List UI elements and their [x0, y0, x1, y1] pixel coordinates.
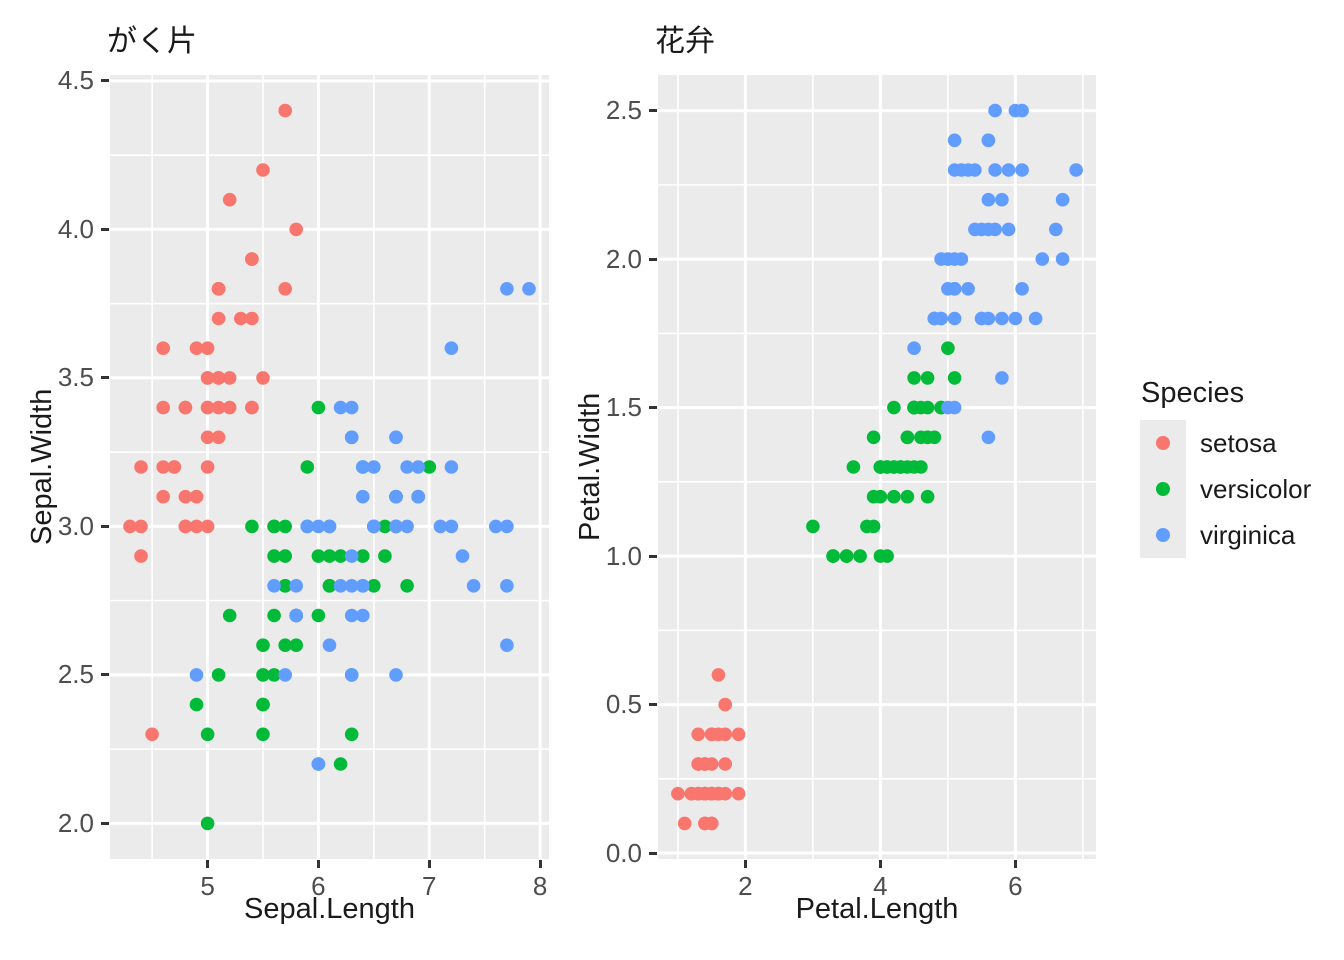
legend-item-label: versicolor [1200, 473, 1312, 504]
x-tick-mark [743, 860, 747, 868]
x-tick-mark [316, 860, 320, 868]
x-axis-title-petal: Petal.Length [795, 893, 959, 925]
sepal-plot-panel [110, 75, 549, 859]
x-tick-mark [538, 860, 542, 868]
y-tick-label: 4.5 [57, 65, 94, 96]
x-axis-title-sepal: Sepal.Length [244, 893, 415, 925]
x-tick-label: 6 [311, 871, 326, 901]
legend-item-label: setosa [1200, 427, 1277, 458]
points-virginica [189, 282, 536, 771]
x-tick-mark [1013, 860, 1017, 868]
y-tick-mark [101, 821, 109, 825]
y-tick-label: 2.0 [605, 243, 642, 274]
y-tick-label: 3.0 [57, 510, 94, 541]
legend-item-setosa: setosa [1140, 420, 1311, 466]
points-setosa [671, 668, 746, 831]
legend-key [1140, 466, 1186, 512]
y-axis-title-petal: Petal.Width [574, 392, 606, 542]
legend-item-label: virginica [1200, 519, 1296, 550]
y-tick-mark [101, 227, 109, 231]
y-tick-label: 2.5 [605, 95, 642, 126]
legend-key [1140, 512, 1186, 558]
x-tick-label: 5 [200, 871, 215, 901]
points-versicolor [806, 311, 962, 563]
y-tick-mark [101, 79, 109, 83]
legend: setosa versicolor virginica [1140, 420, 1311, 558]
legend-dot-icon [1156, 436, 1170, 450]
y-tick-mark [649, 109, 657, 113]
y-tick-label: 0.0 [605, 837, 642, 868]
panel-canvas [658, 75, 1096, 859]
x-tick-label: 4 [873, 871, 888, 901]
y-axis-title-sepal: Sepal.Width [26, 388, 58, 546]
legend-item-virginica: virginica [1140, 512, 1311, 558]
y-tick-mark [101, 673, 109, 677]
y-tick-mark [649, 703, 657, 707]
y-tick-label: 1.0 [605, 540, 642, 571]
x-tick-label: 6 [1008, 871, 1023, 901]
points-virginica [907, 103, 1083, 445]
y-tick-mark [649, 257, 657, 261]
petal-plot-panel [658, 75, 1096, 859]
x-tick-mark [427, 860, 431, 868]
x-tick-mark [878, 860, 882, 868]
legend-title: Species [1141, 377, 1245, 409]
y-tick-label: 1.5 [605, 392, 642, 423]
y-tick-label: 0.5 [605, 689, 642, 720]
points-setosa [123, 103, 303, 742]
plot-title-petal: 花弁 [655, 25, 715, 58]
panel-canvas [110, 75, 549, 859]
y-tick-mark [649, 851, 657, 855]
x-tick-label: 2 [738, 871, 753, 901]
y-tick-mark [649, 554, 657, 558]
legend-item-versicolor: versicolor [1140, 466, 1311, 512]
legend-key [1140, 420, 1186, 466]
y-tick-label: 2.5 [57, 659, 94, 690]
x-tick-mark [206, 860, 210, 868]
y-tick-label: 4.0 [57, 213, 94, 244]
legend-dot-icon [1156, 528, 1170, 542]
x-tick-label: 8 [532, 871, 548, 901]
y-tick-label: 3.5 [57, 362, 94, 393]
y-tick-mark [649, 406, 657, 410]
y-tick-mark [101, 376, 109, 380]
y-tick-label: 2.0 [57, 807, 94, 838]
y-tick-mark [101, 524, 109, 528]
plot-title-sepal: がく片 [107, 25, 197, 58]
x-tick-label: 7 [422, 871, 437, 901]
legend-dot-icon [1156, 482, 1170, 496]
